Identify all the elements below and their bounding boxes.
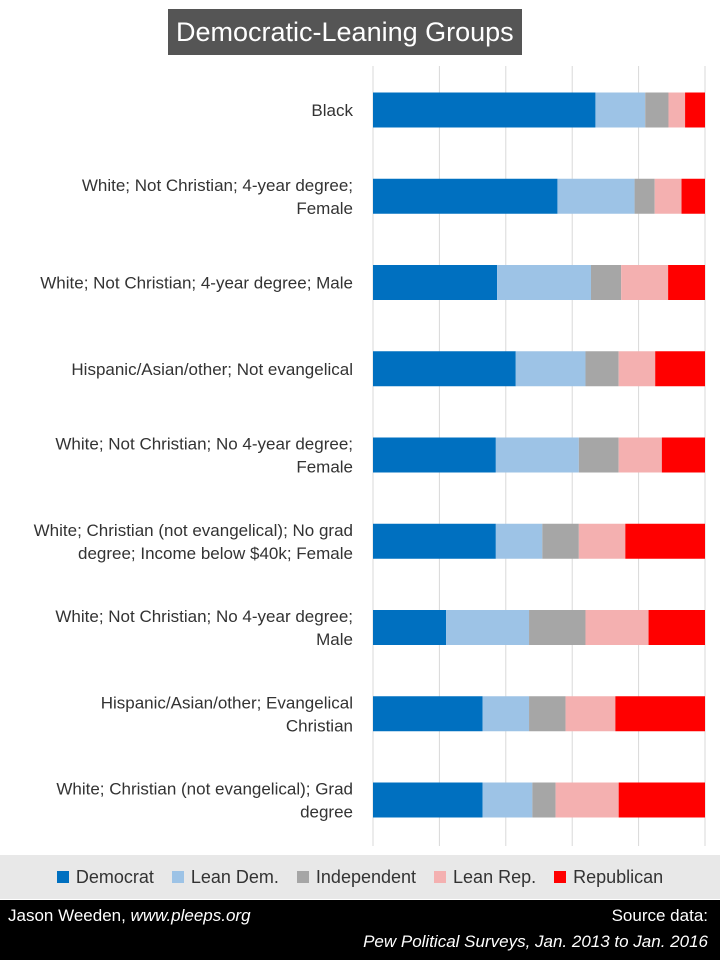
bars: [373, 92, 705, 818]
category-label: White; Christian (not evangelical); Grad: [56, 780, 353, 799]
category-label: White; Christian (not evangelical); No g…: [34, 521, 353, 540]
bar-segment-8-3: [555, 782, 619, 818]
bar-segment-7-2: [529, 696, 566, 732]
bar-segment-3-1: [515, 351, 586, 387]
category-label: degree; Income below $40k; Female: [78, 544, 353, 563]
bar-segment-4-4: [661, 437, 705, 473]
legend-swatch: [56, 871, 69, 883]
category-label: White; Not Christian; 4-year degree;: [82, 176, 353, 195]
bar-segment-6-2: [529, 610, 586, 645]
bar-segment-3-4: [655, 351, 705, 387]
legend-item: Lean Rep.: [434, 867, 536, 888]
category-label: Female: [296, 458, 353, 477]
stacked-bar-chart: Black White; Not Christian; 4-year degree…: [34, 66, 706, 846]
bar-segment-6-3: [585, 610, 649, 645]
legend-label: Lean Rep.: [453, 866, 537, 887]
bar-segment-7-3: [565, 696, 616, 732]
legend-swatch: [434, 871, 447, 883]
bar-segment-1-4: [681, 178, 705, 214]
legend-label: Independent: [315, 866, 417, 887]
bar-segment-2-2: [590, 265, 622, 300]
bar-segment-5-2: [542, 523, 579, 559]
source-text: Pew Political Surveys, Jan. 2013 to Jan.…: [363, 932, 708, 951]
bar-segment-4-2: [578, 437, 619, 473]
bar-segment-7-1: [482, 696, 530, 732]
legend-swatch: [296, 871, 309, 883]
legend-label: Republican: [573, 866, 664, 887]
footer: Jason Weeden, www.pleeps.org Source data…: [0, 900, 720, 960]
bar-segment-6-1: [446, 610, 530, 645]
legend-item: Republican: [554, 867, 663, 888]
footer-credit: Jason Weeden, www.pleeps.org: [8, 906, 251, 926]
bar-segment-7-0: [373, 696, 483, 732]
bar-segment-0-4: [685, 92, 705, 128]
bar-segment-6-0: [373, 610, 447, 645]
author-name: Jason Weeden,: [8, 906, 131, 925]
bar-segment-5-0: [373, 523, 496, 559]
legend-item: Independent: [296, 866, 417, 888]
legend-swatch: [171, 871, 184, 883]
category-label: Black: [311, 101, 353, 120]
bar-segment-0-2: [645, 92, 669, 128]
category-label: Female: [296, 199, 353, 218]
site-link[interactable]: www.pleeps.org: [130, 906, 251, 925]
category-label: Hispanic/Asian/other; Not evangelical: [71, 360, 353, 379]
legend-swatch: [554, 871, 567, 883]
bar-segment-5-3: [578, 523, 626, 559]
bar-segment-8-2: [532, 782, 556, 818]
category-label: Christian: [286, 716, 353, 735]
chart-title: Democratic-Leaning Groups: [168, 9, 522, 55]
bar-segment-0-1: [595, 92, 646, 128]
bar-segment-3-0: [373, 351, 516, 387]
category-labels: Black White; Not Christian; 4-year degree…: [34, 101, 354, 822]
bar-segment-8-1: [482, 782, 533, 818]
bar-segment-0-3: [668, 92, 686, 128]
bar-segment-7-4: [615, 696, 705, 732]
legend-label: Democrat: [75, 866, 154, 887]
bar-segment-1-3: [654, 178, 682, 214]
category-label: Male: [316, 630, 353, 649]
legend-label: Lean Dem.: [190, 866, 279, 887]
bar-segment-0-0: [373, 92, 596, 128]
bar-segment-4-3: [618, 437, 662, 473]
bar-segment-2-0: [373, 265, 498, 300]
category-label: White; Not Christian; 4-year degree; Mal…: [40, 274, 353, 293]
bar-segment-6-4: [648, 610, 705, 645]
legend-item: Democrat: [56, 866, 154, 888]
bar-segment-2-1: [497, 265, 591, 300]
category-label: White; Not Christian; No 4-year degree;: [55, 607, 353, 626]
bar-segment-3-3: [618, 351, 656, 387]
bar-segment-8-4: [618, 782, 705, 818]
source-label: Source data:: [611, 906, 708, 925]
category-label: Hispanic/Asian/other; Evangelical: [101, 693, 353, 712]
category-label: degree: [300, 803, 353, 822]
bar-segment-8-0: [373, 782, 483, 818]
bar-segment-2-3: [621, 265, 669, 300]
category-label: White; Not Christian; No 4-year degree;: [55, 435, 353, 454]
legend-item: Lean Dem.: [171, 866, 279, 888]
legend: Democrat Lean Dem. Independent Lean Rep. Rep…: [0, 855, 720, 899]
bar-segment-4-1: [495, 437, 579, 473]
bar-segment-4-0: [373, 437, 496, 473]
bar-segment-2-4: [668, 265, 705, 300]
bar-segment-1-0: [373, 178, 558, 214]
bar-segment-3-2: [585, 351, 619, 387]
bar-segment-5-4: [625, 523, 705, 559]
bar-segment-1-1: [557, 178, 635, 214]
bar-segment-5-1: [495, 523, 543, 559]
bar-segment-1-2: [634, 178, 655, 214]
